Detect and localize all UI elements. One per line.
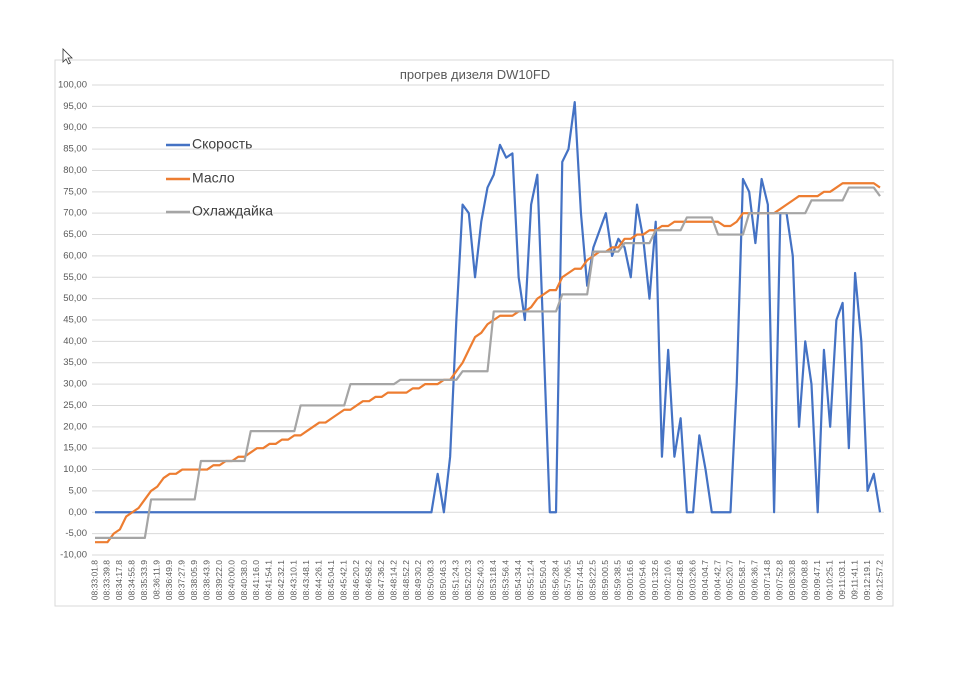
- x-tick-label: 09:11:03.1: [837, 560, 847, 600]
- x-tick-label: 08:59:00.5: [600, 560, 610, 600]
- series-line: [95, 100, 882, 514]
- legend-label: Масло: [192, 170, 235, 186]
- x-tick-label: 09:02:10.6: [662, 560, 672, 600]
- y-tick-label: 10,00: [63, 464, 87, 475]
- x-tick-label: 08:50:08.3: [426, 560, 436, 600]
- x-tick-label: 08:34:17.8: [114, 560, 124, 600]
- y-tick-label: 70,00: [63, 208, 87, 219]
- x-tick-label: 09:07:14.8: [762, 560, 772, 600]
- x-tick-label: 09:12:19.1: [862, 560, 872, 600]
- x-tick-label: 09:05:58.7: [737, 560, 747, 600]
- x-tick-label: 09:08:30.8: [787, 560, 797, 600]
- x-tick-label: 08:45:04.1: [326, 560, 336, 600]
- y-tick-label: 85,00: [63, 144, 87, 155]
- y-tick-label: 80,00: [63, 165, 87, 176]
- y-tick-label: 90,00: [63, 122, 87, 133]
- y-tick-label: 40,00: [63, 336, 87, 347]
- y-tick-label: 15,00: [63, 443, 87, 454]
- x-tick-label: 08:41:16.0: [251, 560, 261, 600]
- y-tick-label: 75,00: [63, 186, 87, 197]
- x-tick-label: 08:52:40.3: [476, 560, 486, 600]
- x-tick-label: 08:36:11.9: [152, 560, 162, 600]
- y-tick-label: 95,00: [63, 101, 87, 112]
- y-tick-label: 50,00: [63, 293, 87, 304]
- x-tick-label: 08:52:02.3: [463, 560, 473, 600]
- x-tick-label: 08:46:20.2: [351, 560, 361, 600]
- x-tick-label: 08:55:50.4: [538, 560, 548, 600]
- x-tick-label: 08:53:56.4: [500, 560, 510, 600]
- x-tick-label: 08:51:24.3: [451, 560, 461, 600]
- x-tick-label: 08:40:00.0: [226, 560, 236, 600]
- x-tick-label: 08:33:39.8: [102, 560, 112, 600]
- x-tick-label: 08:40:38.0: [239, 560, 249, 600]
- x-tick-label: 08:57:06.5: [563, 560, 573, 600]
- x-tick-label: 09:12:57.2: [874, 560, 884, 600]
- x-tick-label: 08:43:48.1: [301, 560, 311, 600]
- x-tick-label: 08:46:58.2: [363, 560, 373, 600]
- x-tick-label: 09:00:16.6: [625, 560, 635, 600]
- x-tick-label: 08:43:10.1: [289, 560, 299, 600]
- y-tick-label: 45,00: [63, 315, 87, 326]
- y-tick-label: 65,00: [63, 229, 87, 240]
- x-tick-label: 08:34:55.8: [127, 560, 137, 600]
- y-tick-label: 20,00: [63, 421, 87, 432]
- legend-label: Охлаждайка: [192, 203, 273, 219]
- x-tick-label: 09:03:26.6: [687, 560, 697, 600]
- x-tick-label: 08:49:30.2: [413, 560, 423, 600]
- x-tick-label: 09:11:41.1: [849, 560, 859, 600]
- x-tick-label: 08:37:27.9: [176, 560, 186, 600]
- y-tick-label: 100,00: [58, 80, 87, 91]
- series-line: [95, 186, 881, 540]
- x-tick-label: 08:45:42.1: [338, 560, 348, 600]
- x-tick-label: 09:10:25.1: [824, 560, 834, 600]
- x-tick-label: 08:39:22.0: [214, 560, 224, 600]
- x-tick-label: 09:04:04.7: [700, 560, 710, 600]
- x-tick-label: 08:36:49.9: [164, 560, 174, 600]
- y-tick-label: -5,00: [65, 528, 87, 539]
- y-tick-label: -10,00: [60, 550, 87, 561]
- x-tick-label: 08:48:52.2: [401, 560, 411, 600]
- x-tick-label: 08:59:38.5: [613, 560, 623, 600]
- y-tick-label: 35,00: [63, 357, 87, 368]
- x-tick-label: 08:58:22.5: [588, 560, 598, 600]
- x-tick-label: 08:57:44.5: [575, 560, 585, 600]
- x-tick-label: 08:54:34.4: [513, 560, 523, 600]
- x-tick-label: 09:04:42.7: [712, 560, 722, 600]
- x-tick-label: 09:01:32.6: [650, 560, 660, 600]
- chart-frame: [54, 59, 894, 607]
- x-tick-label: 09:00:54.6: [638, 560, 648, 600]
- x-tick-label: 08:47:36.2: [376, 560, 386, 600]
- x-tick-label: 08:41:54.1: [264, 560, 274, 600]
- y-tick-label: 25,00: [63, 400, 87, 411]
- x-tick-label: 08:35:33.9: [139, 560, 149, 600]
- y-tick-label: 60,00: [63, 250, 87, 261]
- x-tick-label: 08:44:26.1: [314, 560, 324, 600]
- y-tick-label: 5,00: [69, 485, 88, 496]
- y-tick-label: 55,00: [63, 272, 87, 283]
- x-tick-label: 09:09:08.8: [799, 560, 809, 600]
- x-tick-label: 08:56:28.4: [550, 560, 560, 600]
- y-tick-label: 30,00: [63, 379, 87, 390]
- x-tick-label: 09:05:20.7: [725, 560, 735, 600]
- x-tick-label: 08:38:43.9: [201, 560, 211, 600]
- x-tick-label: 09:07:52.8: [775, 560, 785, 600]
- chart-title: прогрев дизеля DW10FD: [400, 67, 550, 82]
- x-tick-label: 09:06:36.7: [750, 560, 760, 600]
- x-tick-label: 09:09:47.1: [812, 560, 822, 600]
- y-tick-label: 0,00: [69, 507, 88, 518]
- x-tick-label: 08:53:18.4: [488, 560, 498, 600]
- x-tick-label: 08:42:32.1: [276, 560, 286, 600]
- x-tick-label: 09:02:48.6: [675, 560, 685, 600]
- legend-label: Скорость: [192, 136, 252, 152]
- x-tick-label: 08:50:46.3: [438, 560, 448, 600]
- x-tick-label: 08:48:14.2: [388, 560, 398, 600]
- cursor-icon: [62, 48, 73, 65]
- x-tick-label: 08:55:12.4: [525, 560, 535, 600]
- x-tick-label: 08:33:01.8: [89, 560, 99, 600]
- x-tick-label: 08:38:05.9: [189, 560, 199, 600]
